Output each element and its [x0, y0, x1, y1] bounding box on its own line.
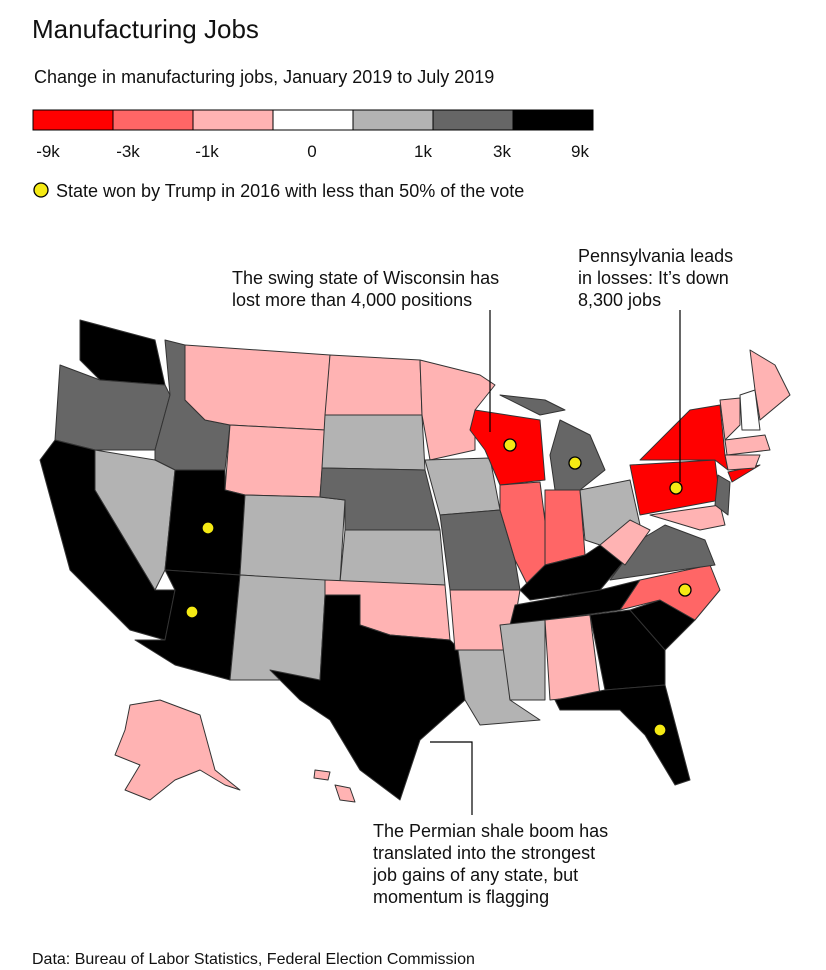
legend-label: -1k — [195, 142, 219, 161]
state — [589, 609, 666, 691]
state — [114, 699, 241, 801]
state — [499, 394, 566, 416]
annotation: lost more than 4,000 positions — [232, 290, 472, 310]
marker — [503, 438, 517, 452]
legend-swatch — [192, 109, 274, 131]
state — [724, 434, 771, 456]
legend-swatch — [352, 109, 434, 131]
state — [714, 474, 731, 516]
state — [719, 397, 741, 441]
state — [499, 619, 546, 701]
annotation: 8,300 jobs — [578, 290, 661, 310]
state — [269, 594, 466, 801]
legend: -9k -3k -1k 0 1k 3k 9k — [32, 109, 594, 161]
state — [619, 564, 721, 621]
marker-note: State won by Trump in 2016 with less tha… — [56, 181, 524, 201]
state — [79, 319, 166, 386]
marker — [568, 456, 582, 470]
state — [724, 454, 761, 471]
state — [439, 509, 521, 591]
state — [313, 769, 331, 781]
state — [599, 519, 651, 566]
map — [39, 319, 791, 803]
legend-swatch — [112, 109, 194, 131]
marker — [201, 521, 215, 535]
annotation: momentum is flagging — [373, 887, 549, 907]
state — [749, 349, 791, 421]
state — [321, 414, 426, 471]
marker — [185, 605, 199, 619]
state — [324, 354, 423, 416]
title: Manufacturing Jobs — [32, 14, 259, 44]
annotation: in losses: It’s down — [578, 268, 729, 288]
annotation: translated into the strongest — [373, 843, 595, 863]
legend-label: 9k — [571, 142, 589, 161]
state — [639, 404, 729, 471]
state — [554, 684, 691, 786]
annotation: The swing state of Wisconsin has — [232, 268, 499, 288]
marker-icon — [33, 182, 49, 198]
state — [544, 614, 601, 701]
annotation: Pennsylvania leads — [578, 246, 733, 266]
state — [544, 489, 586, 566]
annotation: The Permian shale boom has — [373, 821, 608, 841]
state — [339, 529, 446, 586]
state — [184, 344, 331, 431]
legend-label: 3k — [493, 142, 511, 161]
annotation: job gains of any state, but — [372, 865, 578, 885]
state — [424, 457, 501, 516]
state — [239, 494, 346, 583]
subtitle: Change in manufacturing jobs, January 20… — [34, 67, 494, 87]
state — [739, 389, 761, 431]
marker — [678, 583, 692, 597]
legend-label: -9k — [36, 142, 60, 161]
marker — [669, 481, 683, 495]
legend-swatch — [272, 109, 354, 131]
state — [549, 419, 606, 491]
legend-label: 0 — [307, 142, 316, 161]
state — [229, 574, 326, 681]
state — [649, 504, 726, 531]
legend-swatch — [512, 109, 594, 131]
source: Data: Bureau of Labor Statistics, Federa… — [32, 951, 475, 968]
state — [224, 424, 326, 498]
legend-label: 1k — [414, 142, 432, 161]
legend-swatch — [32, 109, 114, 131]
leader-line — [430, 741, 473, 815]
marker — [653, 723, 667, 737]
state — [334, 784, 356, 803]
legend-swatch — [432, 109, 514, 131]
legend-label: -3k — [116, 142, 140, 161]
